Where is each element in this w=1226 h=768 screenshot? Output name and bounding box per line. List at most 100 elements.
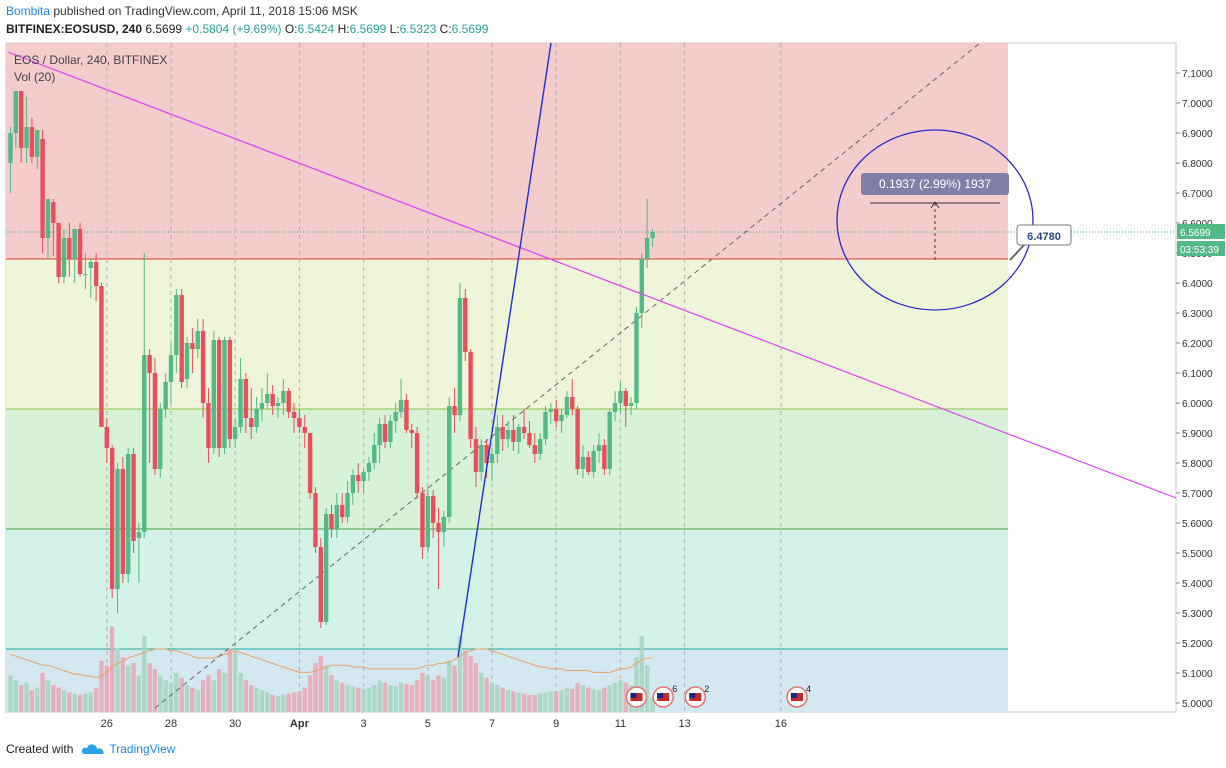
- candle-body: [489, 454, 495, 463]
- volume-bar: [291, 692, 297, 712]
- volume-bar: [8, 675, 13, 712]
- candle-body: [72, 229, 77, 259]
- candle-body: [93, 262, 99, 286]
- candle-body: [350, 475, 356, 493]
- y-tick-label: 7.1000: [1182, 69, 1213, 80]
- volume-bar: [222, 672, 227, 712]
- current-price-value: 6.5699: [1180, 228, 1211, 239]
- candle-body: [639, 259, 644, 313]
- candle-body: [511, 430, 516, 442]
- candle-body: [259, 403, 265, 409]
- candle-body: [484, 445, 489, 463]
- candle-body: [425, 496, 430, 547]
- event-count: 2: [704, 684, 709, 694]
- candle-body: [398, 400, 404, 412]
- volume-bar: [249, 685, 254, 712]
- candle-body: [200, 331, 206, 403]
- volume-bar: [473, 663, 479, 712]
- volume-bar: [548, 691, 554, 712]
- candle-body: [136, 532, 142, 538]
- volume-bar: [618, 680, 623, 712]
- y-tick-label: 6.7000: [1182, 189, 1213, 200]
- candle-body: [254, 409, 259, 427]
- volume-bar: [511, 691, 516, 712]
- candle-body: [505, 430, 511, 439]
- calendar-event-icon: [625, 686, 648, 708]
- candle-body: [628, 403, 634, 406]
- candle-body: [479, 445, 484, 472]
- calendar-event-icon: 4: [786, 684, 811, 708]
- candle-body: [650, 232, 655, 238]
- volume-bar: [168, 682, 174, 712]
- author-link[interactable]: Bombita: [6, 4, 51, 18]
- candle-body: [521, 427, 527, 433]
- volume-bar: [414, 680, 420, 712]
- candle-body: [184, 343, 190, 379]
- volume-bar: [537, 693, 543, 712]
- y-tick-label: 5.0000: [1182, 699, 1213, 710]
- dashed-trend-line: [154, 42, 981, 709]
- x-tick-label: Apr: [290, 718, 310, 730]
- publish-info: Bombita published on TradingView.com, Ap…: [6, 4, 358, 18]
- volume-bar: [452, 665, 457, 712]
- x-tick-label: 30: [229, 718, 241, 730]
- candle-body: [8, 133, 13, 163]
- volume-bar: [211, 680, 216, 712]
- volume-bar: [356, 687, 361, 712]
- flag-canton: [689, 693, 696, 698]
- low-label: L:: [389, 22, 400, 36]
- volume-bar: [323, 665, 329, 712]
- volume-bar: [216, 669, 222, 712]
- volume-bar: [259, 690, 265, 712]
- x-tick-label: 11: [615, 718, 626, 730]
- x-tick-label: 28: [165, 718, 177, 730]
- candle-body: [238, 379, 243, 427]
- volume-bar: [163, 680, 168, 712]
- volume-bar: [372, 685, 377, 712]
- volume-bar: [404, 683, 409, 712]
- volume-bar: [24, 682, 29, 712]
- y-tick-label: 6.3000: [1182, 309, 1213, 320]
- candle-body: [463, 298, 468, 352]
- candle-body: [430, 496, 436, 523]
- candle-body: [500, 427, 505, 439]
- created-with-text: Created with: [6, 742, 74, 756]
- volume-bar: [521, 693, 527, 712]
- candle-body: [623, 391, 628, 406]
- candle-body: [570, 397, 575, 409]
- volume-bar: [430, 680, 436, 712]
- volume-bar: [51, 685, 56, 712]
- volume-bar: [591, 688, 596, 712]
- tradingview-brand[interactable]: TradingView: [81, 742, 175, 756]
- volume-bar: [575, 682, 580, 712]
- candle-body: [457, 298, 463, 415]
- y-tick-label: 5.5000: [1182, 549, 1213, 560]
- volume-bar: [109, 626, 115, 712]
- event-count: 4: [806, 684, 811, 694]
- volume-bar: [158, 675, 163, 712]
- blue-trend-line: [457, 42, 552, 658]
- volume-bar: [607, 685, 612, 712]
- volume-bar: [516, 692, 521, 712]
- candle-body: [586, 457, 591, 472]
- candle-body: [618, 391, 623, 403]
- high-label: H:: [337, 22, 350, 36]
- candle-body: [393, 412, 398, 421]
- candle-body: [420, 493, 425, 547]
- volume-bar: [67, 692, 72, 712]
- volume-bar: [83, 693, 88, 712]
- candle-body: [537, 439, 543, 454]
- volume-bar: [313, 663, 318, 712]
- volume-bar: [639, 636, 644, 712]
- volume-bar: [463, 650, 468, 712]
- y-tick-label: 6.0000: [1182, 399, 1213, 410]
- last-price: 6.5699: [145, 22, 183, 36]
- volume-bar: [281, 694, 286, 712]
- x-tick-label: 9: [553, 718, 559, 730]
- candle-body: [634, 313, 639, 403]
- price-chart[interactable]: 26 28 30 Apr 3 5 7 9 11 13 167.10007.00006.90006.8…: [0, 0, 1226, 740]
- volume-bar: [195, 690, 200, 712]
- volume-bar: [447, 660, 452, 712]
- candle-body: [575, 409, 580, 469]
- candle-body: [516, 427, 521, 442]
